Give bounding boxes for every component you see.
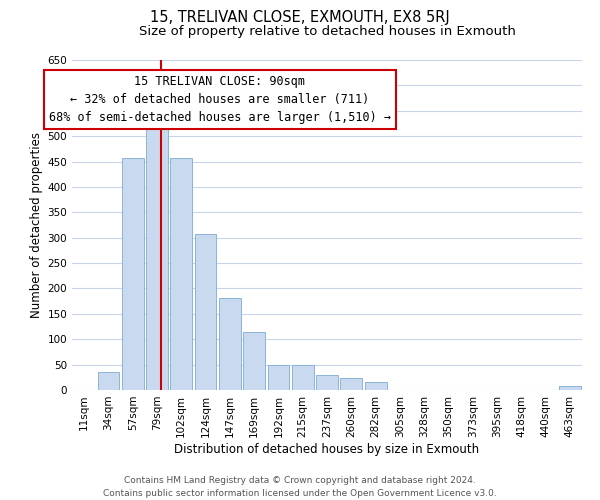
- Bar: [97, 372, 119, 390]
- Bar: [559, 386, 581, 390]
- Text: Contains HM Land Registry data © Crown copyright and database right 2024.
Contai: Contains HM Land Registry data © Crown c…: [103, 476, 497, 498]
- Bar: [122, 158, 143, 390]
- Bar: [194, 234, 217, 390]
- Bar: [268, 364, 289, 390]
- Bar: [170, 158, 192, 390]
- Y-axis label: Number of detached properties: Number of detached properties: [30, 132, 43, 318]
- Bar: [340, 378, 362, 390]
- Bar: [146, 128, 168, 390]
- X-axis label: Distribution of detached houses by size in Exmouth: Distribution of detached houses by size …: [175, 442, 479, 456]
- Bar: [316, 375, 338, 390]
- Title: Size of property relative to detached houses in Exmouth: Size of property relative to detached ho…: [139, 25, 515, 38]
- Bar: [243, 332, 265, 390]
- Bar: [365, 382, 386, 390]
- Text: 15, TRELIVAN CLOSE, EXMOUTH, EX8 5RJ: 15, TRELIVAN CLOSE, EXMOUTH, EX8 5RJ: [150, 10, 450, 25]
- Bar: [292, 364, 314, 390]
- Text: 15 TRELIVAN CLOSE: 90sqm
← 32% of detached houses are smaller (711)
68% of semi-: 15 TRELIVAN CLOSE: 90sqm ← 32% of detach…: [49, 75, 391, 124]
- Bar: [219, 298, 241, 390]
